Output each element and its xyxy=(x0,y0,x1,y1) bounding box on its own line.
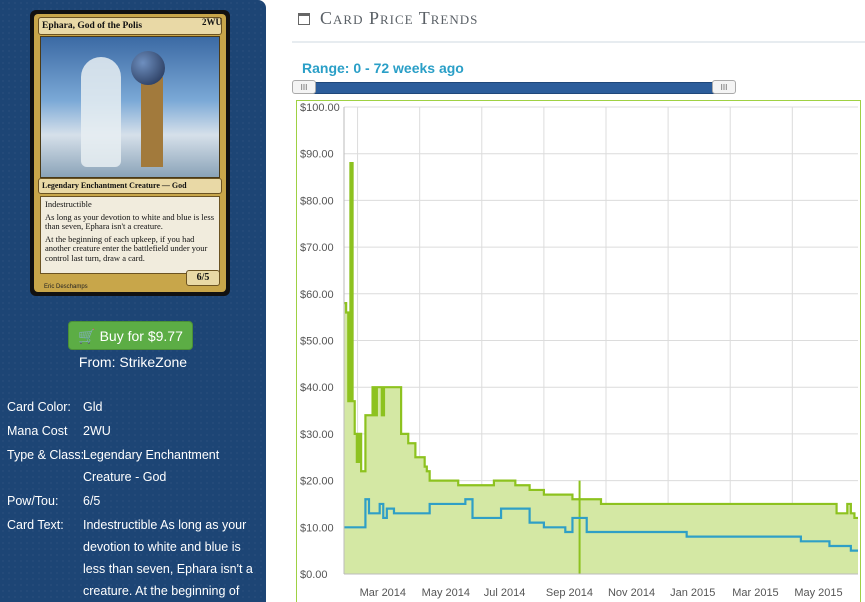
info-value-mana: 2WU xyxy=(83,424,111,438)
info-value-type-1: Legendary Enchantment xyxy=(83,448,220,462)
info-value-pow: 6/5 xyxy=(83,494,101,508)
section-heading: Card Price Trends xyxy=(298,8,478,38)
info-value-color: Gld xyxy=(83,400,103,414)
info-value-text-4: creature. At the beginning of xyxy=(83,584,240,598)
y-tick-label: $0.00 xyxy=(300,569,328,581)
y-tick-label: $50.00 xyxy=(300,336,334,348)
info-label-mana: Mana Cost xyxy=(7,424,68,438)
high-price-line xyxy=(344,161,858,520)
range-slider[interactable]: III III xyxy=(292,80,736,94)
card-art xyxy=(40,36,220,178)
info-value-text-2: devotion to white and blue is xyxy=(83,540,241,554)
heading-divider xyxy=(292,41,865,43)
y-tick-label: $40.00 xyxy=(300,382,334,394)
card-mana-symbols: 2WU xyxy=(202,17,222,27)
art-orb xyxy=(131,51,165,85)
range-label: Range: 0 - 72 weeks ago xyxy=(302,60,464,76)
info-value-text-3: less than seven, Ephara isn't a xyxy=(83,562,253,576)
info-label-text: Card Text: xyxy=(7,518,64,532)
y-tick-label: $90.00 xyxy=(300,149,334,161)
art-pillar xyxy=(141,77,163,167)
card-image: Ephara, God of the Polis 2WU Legendary E… xyxy=(30,10,230,296)
x-tick-label: Mar 2014 xyxy=(360,587,406,599)
low-price-line xyxy=(344,498,858,552)
rules-line-1: Indestructible xyxy=(45,199,92,209)
info-label-pow: Pow/Tou: xyxy=(7,494,59,508)
calendar-icon xyxy=(298,13,310,25)
y-tick-label: $20.00 xyxy=(300,476,334,488)
card-artist: Eric Deschamps xyxy=(44,284,88,290)
x-tick-label: Sep 2014 xyxy=(546,587,593,599)
price-chart: $0.00 $10.00 $20.00 $30.00 $40.00 $50.00 $60.0… xyxy=(300,102,858,599)
heading-text: Card Price Trends xyxy=(320,8,479,28)
card-power-toughness: 6/5 xyxy=(186,270,220,286)
slider-handle-left[interactable]: III xyxy=(292,80,316,94)
x-tick-label: Jul 2014 xyxy=(484,587,526,599)
x-tick-label: Nov 2014 xyxy=(608,587,655,599)
cart-icon: 🛒 xyxy=(78,328,96,344)
card-frame: Ephara, God of the Polis 2WU Legendary E… xyxy=(34,14,226,292)
card-sidebar: Ephara, God of the Polis 2WU Legendary E… xyxy=(0,0,266,602)
high-price-area xyxy=(344,163,858,574)
y-tick-label: $80.00 xyxy=(300,195,334,207)
y-tick-label: $30.00 xyxy=(300,429,334,441)
card-name: Ephara, God of the Polis xyxy=(38,17,222,35)
info-value-text-1: Indestructible As long as your xyxy=(83,518,247,532)
info-label-color: Card Color: xyxy=(7,400,71,414)
y-tick-label: $100.00 xyxy=(300,102,340,114)
card-type-line: Legendary Enchantment Creature — God xyxy=(38,178,222,194)
card-rules-text: Indestructible As long as your devotion … xyxy=(40,196,220,274)
x-tick-label: May 2015 xyxy=(794,587,842,599)
art-figure xyxy=(81,57,121,167)
rules-line-2: As long as your devotion to white and bl… xyxy=(45,211,215,231)
rules-line-3: At the beginning of each upkeep, if you … xyxy=(45,233,208,263)
info-label-type: Type & Class: xyxy=(7,448,85,462)
seller-label: From: StrikeZone xyxy=(78,354,188,370)
buy-button[interactable]: 🛒 Buy for $9.77 xyxy=(68,321,193,350)
y-tick-label: $70.00 xyxy=(300,242,334,254)
y-tick-label: $10.00 xyxy=(300,522,334,534)
x-tick-label: Mar 2015 xyxy=(732,587,778,599)
x-tick-label: May 2014 xyxy=(422,587,470,599)
buy-button-label: Buy for $9.77 xyxy=(99,328,183,344)
y-tick-label: $60.00 xyxy=(300,289,334,301)
x-tick-label: Jan 2015 xyxy=(670,587,715,599)
chart-frame xyxy=(296,100,861,602)
slider-track[interactable] xyxy=(298,82,730,94)
slider-handle-right[interactable]: III xyxy=(712,80,736,94)
info-value-type-2: Creature - God xyxy=(83,470,167,484)
